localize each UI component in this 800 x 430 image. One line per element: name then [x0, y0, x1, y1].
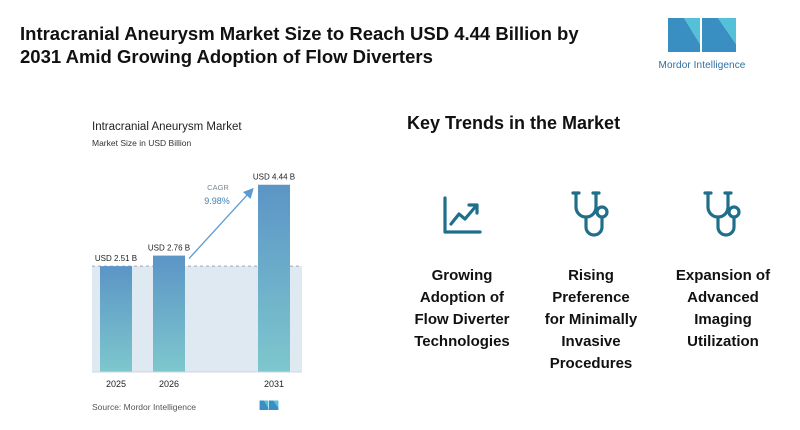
logo-mark-icon — [668, 18, 736, 52]
source-logo-icon — [259, 400, 279, 410]
trend-item-advanced-imaging: Expansion of Advanced Imaging Utilizatio… — [663, 185, 783, 353]
chart-source: Source: Mordor Intelligence — [92, 402, 196, 412]
trend-item-minimally-invasive: Rising Preference for Minimally Invasive… — [531, 185, 651, 375]
x-tick-label-2026: 2026 — [159, 379, 179, 389]
headline: Intracranial Aneurysm Market Size to Rea… — [20, 23, 579, 67]
stethoscope-icon — [663, 185, 783, 245]
trend-label: Rising Preference for Minimally Invasive… — [544, 267, 638, 372]
data-label-2031: USD 4.44 B — [253, 173, 295, 182]
bar-2031 — [258, 184, 290, 372]
mordor-intelligence-logo: Mordor Intelligence — [652, 14, 752, 78]
cagr-arrow — [188, 187, 254, 260]
bar-2025 — [100, 266, 132, 372]
x-tick-label-2025: 2025 — [106, 379, 126, 389]
bar-2026 — [153, 255, 185, 372]
chart-title: Intracranial Aneurysm Market — [92, 121, 242, 133]
chart-subtitle: Market Size in USD Billion — [92, 138, 192, 148]
data-label-2026: USD 2.76 B — [148, 244, 190, 253]
data-label-2025: USD 2.51 B — [95, 254, 137, 263]
x-tick-label-2031: 2031 — [264, 379, 284, 389]
trend-label: Expansion of Advanced Imaging Utilizatio… — [675, 267, 771, 350]
stethoscope-icon — [531, 185, 651, 245]
trends-title: Key Trends in the Market — [407, 113, 621, 133]
cagr-value: 9.98% — [204, 196, 230, 206]
cagr-label: CAGR — [207, 183, 229, 192]
trend-label: Growing Adoption of Flow Diverter Techno… — [414, 267, 510, 350]
trend-item-flow-diverters: Growing Adoption of Flow Diverter Techno… — [402, 185, 522, 353]
trend-up-chart-icon — [402, 185, 522, 245]
logo-text: Mordor Intelligence — [658, 60, 746, 71]
